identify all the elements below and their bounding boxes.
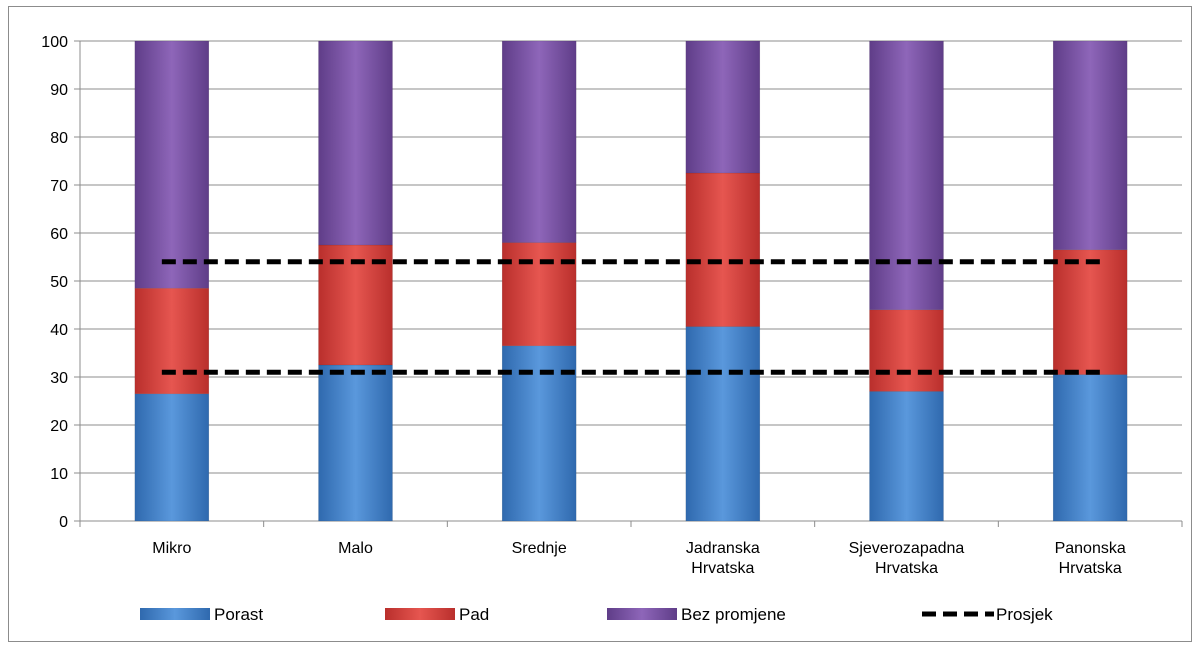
bar-porast	[501, 345, 577, 522]
x-tick-label: Hrvatska	[691, 560, 754, 577]
x-tick-label: Jadranska	[686, 540, 760, 557]
x-tick-label: Mikro	[152, 540, 191, 557]
legend-swatch	[607, 608, 677, 620]
legend-pad: Pad	[385, 605, 489, 624]
legend-swatch	[385, 608, 455, 620]
y-tick-label: 10	[50, 466, 68, 483]
legend-bez-promjene: Bez promjene	[607, 605, 786, 624]
x-tick-label: Hrvatska	[875, 560, 938, 577]
bar-pad	[501, 242, 577, 347]
bar-porast	[685, 326, 761, 522]
x-tick-label: Hrvatska	[1059, 560, 1122, 577]
legend-label: Porast	[214, 605, 263, 624]
legend-swatch	[140, 608, 210, 620]
x-tick-labels: Mikro Malo Srednje Jadranska Hrvatska Sjevero…	[152, 540, 1126, 577]
legend: Porast Pad Bez promjene Prosjek	[140, 605, 1053, 624]
bar-pad	[869, 309, 944, 392]
y-tick-label: 80	[50, 130, 68, 147]
bar-porast	[1052, 374, 1128, 522]
y-tick-label: 70	[50, 178, 68, 195]
y-tick-label: 50	[50, 274, 68, 291]
y-tick-label: 40	[50, 322, 68, 339]
axes: 0 10 20 30 40 50 60 70 80 90 100	[41, 34, 1183, 531]
reference-lines	[161, 259, 1101, 375]
y-tick-label: 30	[50, 370, 68, 387]
x-tick-label: Srednje	[512, 540, 567, 557]
legend-label: Pad	[459, 605, 489, 624]
bar-pad	[685, 172, 761, 327]
legend-prosjek: Prosjek	[922, 605, 1053, 624]
y-tick-label: 90	[50, 82, 68, 99]
bar-bez-promjene	[501, 40, 577, 243]
x-tick-label: Malo	[338, 540, 373, 557]
bar-porast	[318, 364, 393, 522]
bar-pad	[318, 244, 393, 366]
bar-bez-promjene	[869, 40, 944, 311]
y-tick-label: 60	[50, 226, 68, 243]
bar-bez-promjene	[134, 40, 210, 289]
y-tick-label: 0	[59, 514, 68, 531]
bar-pad	[1052, 249, 1128, 375]
y-tick-label: 100	[41, 34, 68, 51]
bar-pad	[134, 287, 210, 395]
x-tick-label: Panonska	[1055, 540, 1126, 557]
bar-bez-promjene	[318, 40, 393, 246]
legend-label: Prosjek	[996, 605, 1053, 624]
bars	[134, 40, 1128, 522]
bar-porast	[134, 393, 210, 522]
x-tick-label: Sjeverozapadna	[849, 540, 965, 557]
bar-bez-promjene	[1052, 40, 1128, 251]
bar-porast	[869, 391, 944, 522]
y-tick-label: 20	[50, 418, 68, 435]
legend-label: Bez promjene	[681, 605, 786, 624]
bar-bez-promjene	[685, 40, 761, 174]
legend-porast: Porast	[140, 605, 263, 624]
